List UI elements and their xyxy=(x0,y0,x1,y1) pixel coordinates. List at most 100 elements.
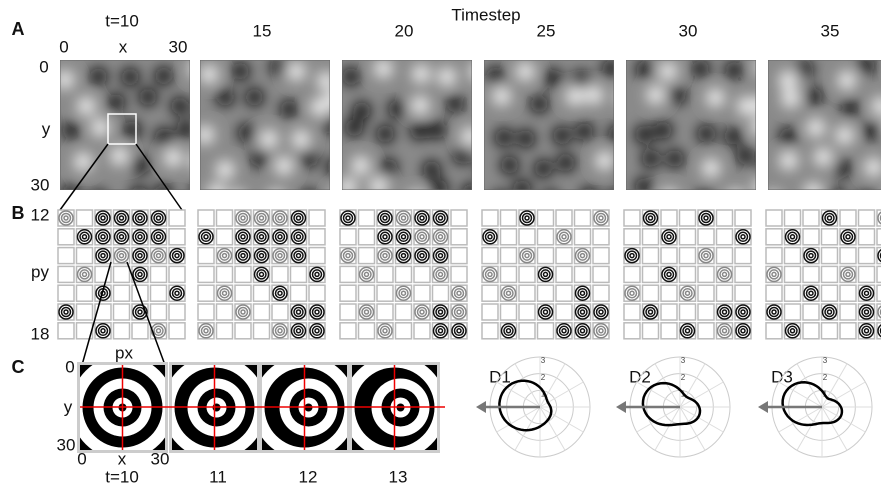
grid-cell xyxy=(624,323,640,339)
grid-cell xyxy=(254,266,270,282)
grid-cell xyxy=(291,285,307,301)
blob xyxy=(841,99,859,117)
grid-cell xyxy=(198,210,214,226)
blob xyxy=(725,61,743,79)
blob xyxy=(534,160,552,178)
grid-cell xyxy=(556,248,572,264)
blob xyxy=(216,161,234,179)
arrow-head xyxy=(616,401,626,413)
blob xyxy=(121,68,139,86)
grid-cell xyxy=(235,266,251,282)
grid-cell xyxy=(877,229,881,245)
x-end: 30 xyxy=(169,37,188,56)
grid-cell xyxy=(501,210,517,226)
grid-cell xyxy=(501,304,517,320)
grid-cell xyxy=(217,304,233,320)
y-start: 0 xyxy=(65,357,74,376)
grid-cell xyxy=(217,210,233,226)
grid-cell xyxy=(556,210,572,226)
grid-cell xyxy=(58,304,74,320)
grid-cell xyxy=(451,229,467,245)
grid-cell xyxy=(291,229,307,245)
pattern-image xyxy=(196,58,349,209)
pattern-image xyxy=(484,59,635,209)
blob xyxy=(858,190,876,208)
grid-cell xyxy=(482,229,498,245)
polar-spoke xyxy=(680,407,705,450)
grid-cell xyxy=(859,285,875,301)
blob xyxy=(388,100,406,118)
blob xyxy=(462,183,480,201)
grid-cell xyxy=(291,210,307,226)
blob xyxy=(542,191,560,209)
grid-cell xyxy=(291,323,307,339)
blob xyxy=(287,63,305,81)
grid-cell xyxy=(785,229,801,245)
blob xyxy=(428,121,446,139)
grid-cell xyxy=(58,248,74,264)
grid-cell xyxy=(377,210,393,226)
grid-cell xyxy=(340,266,356,282)
grid-cell xyxy=(575,266,591,282)
grid-cell xyxy=(717,210,733,226)
blob xyxy=(804,183,822,201)
grid-cell xyxy=(680,304,696,320)
polar-spoke xyxy=(540,407,565,450)
grid-cell xyxy=(377,304,393,320)
grid-cell xyxy=(538,248,554,264)
grid-cell xyxy=(501,229,517,245)
polar-spoke xyxy=(655,364,680,407)
blob xyxy=(660,189,678,207)
timestep-label: 30 xyxy=(679,21,698,40)
blob xyxy=(572,71,590,89)
blob xyxy=(207,184,225,202)
blob xyxy=(530,95,548,113)
polar-spoke xyxy=(540,382,583,407)
grid-cell xyxy=(340,323,356,339)
blob xyxy=(89,68,107,86)
grid-cell xyxy=(593,304,609,320)
grid-cell xyxy=(840,285,856,301)
blob xyxy=(300,190,318,208)
blob xyxy=(62,121,80,139)
blob xyxy=(331,188,349,206)
grid-cell xyxy=(359,304,375,320)
blob xyxy=(250,149,268,167)
grid-cell xyxy=(217,248,233,264)
blob xyxy=(56,71,74,89)
grid-cell xyxy=(785,248,801,264)
blob xyxy=(228,191,246,209)
blob xyxy=(352,157,370,175)
grid-cell xyxy=(58,285,74,301)
grid-cell xyxy=(95,248,111,264)
x-label: x xyxy=(119,37,128,56)
blob xyxy=(814,148,832,166)
blob xyxy=(123,121,141,139)
grid-cell xyxy=(840,210,856,226)
grid-cell xyxy=(575,323,591,339)
grid-cell xyxy=(95,285,111,301)
polar-spoke xyxy=(680,382,723,407)
blob xyxy=(280,100,298,118)
grid-cell xyxy=(272,323,288,339)
grid-cell xyxy=(766,285,782,301)
grid-cell xyxy=(593,210,609,226)
blob xyxy=(216,88,234,106)
grid-cell xyxy=(114,285,130,301)
blob xyxy=(326,90,344,108)
blob xyxy=(238,124,256,142)
blob xyxy=(376,125,394,143)
grid-cell xyxy=(643,285,659,301)
blob xyxy=(495,128,513,146)
grid-cell xyxy=(451,285,467,301)
grid-cell xyxy=(822,266,838,282)
panel-label: C xyxy=(12,357,25,377)
timestep-label: t=10 xyxy=(105,11,139,30)
blob xyxy=(260,130,278,148)
grid-cell xyxy=(501,248,517,264)
blob xyxy=(342,68,360,86)
blob xyxy=(353,102,371,120)
grid-cell xyxy=(556,323,572,339)
blob xyxy=(647,86,665,104)
grid-cell xyxy=(291,304,307,320)
